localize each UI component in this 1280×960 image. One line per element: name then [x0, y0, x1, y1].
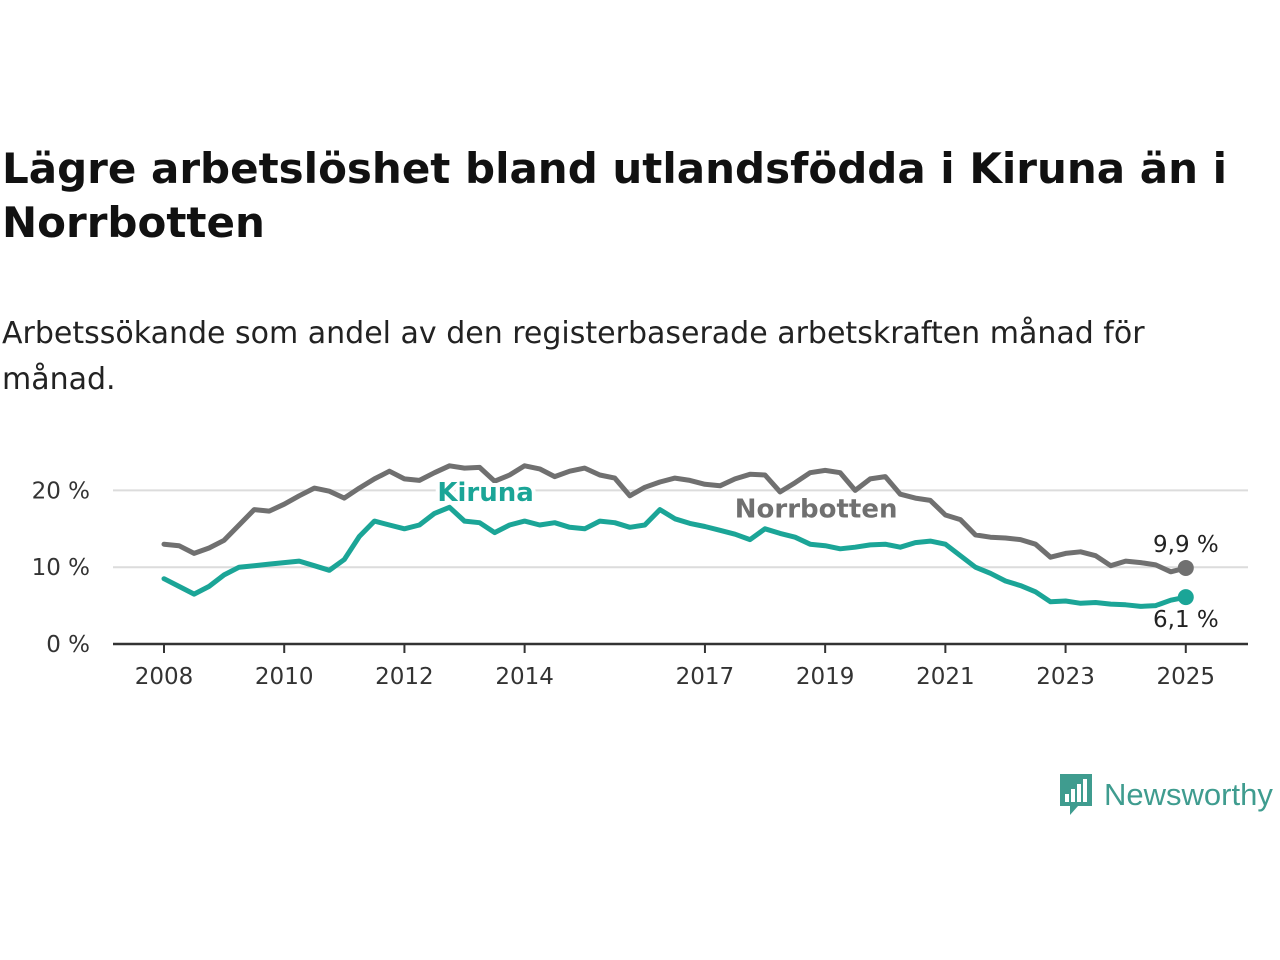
x-tick-label: 2012 — [375, 664, 434, 690]
y-axis-tick-labels: 0 % 10 % 20 % — [32, 478, 90, 658]
x-tick-label: 2014 — [495, 664, 554, 690]
series-line-norrbotten — [161, 463, 1189, 575]
x-tick-label: 2017 — [676, 664, 735, 690]
chart-title: Lägre arbetslöshet bland utlandsfödda i … — [2, 144, 1227, 247]
series-label-kiruna: Kiruna — [437, 478, 533, 508]
line-chart: 0 % 10 % 20 % 2008 2010 2012 2014 2017 2019 2021… — [32, 463, 1248, 690]
end-value-label-kiruna: 6,1 % — [1153, 607, 1219, 633]
newsworthy-logo: Newsworthy — [1058, 772, 1273, 818]
end-point-kiruna — [1177, 589, 1194, 606]
logo-text: Newsworthy — [1104, 777, 1273, 812]
x-tick-label: 2025 — [1157, 664, 1216, 690]
series-lines — [161, 463, 1194, 609]
x-axis: 2008 2010 2012 2014 2017 2019 2021 2023 2025 — [113, 642, 1248, 690]
chart-subtitle: Arbetssökande som andel av den registerb… — [2, 316, 1145, 397]
end-value-label-norrbotten: 9,9 % — [1153, 532, 1219, 558]
x-tick-label: 2008 — [135, 664, 194, 690]
x-tick-label: 2010 — [255, 664, 314, 690]
y-tick-label: 10 % — [32, 555, 90, 581]
series-line-kiruna — [161, 504, 1189, 609]
end-point-norrbotten — [1177, 559, 1194, 576]
x-tick-label: 2019 — [796, 664, 855, 690]
y-tick-label: 20 % — [32, 478, 90, 504]
x-tick-label: 2023 — [1036, 664, 1095, 690]
series-label-norrbotten: Norrbotten — [735, 494, 898, 524]
x-tick-label: 2021 — [916, 664, 975, 690]
y-tick-label: 0 % — [46, 632, 90, 658]
gridlines — [113, 489, 1248, 569]
chart-bubble-icon — [1060, 774, 1092, 815]
series-labels: Norrbotten 9,9 % Kiruna 6,1 % — [433, 474, 1221, 636]
